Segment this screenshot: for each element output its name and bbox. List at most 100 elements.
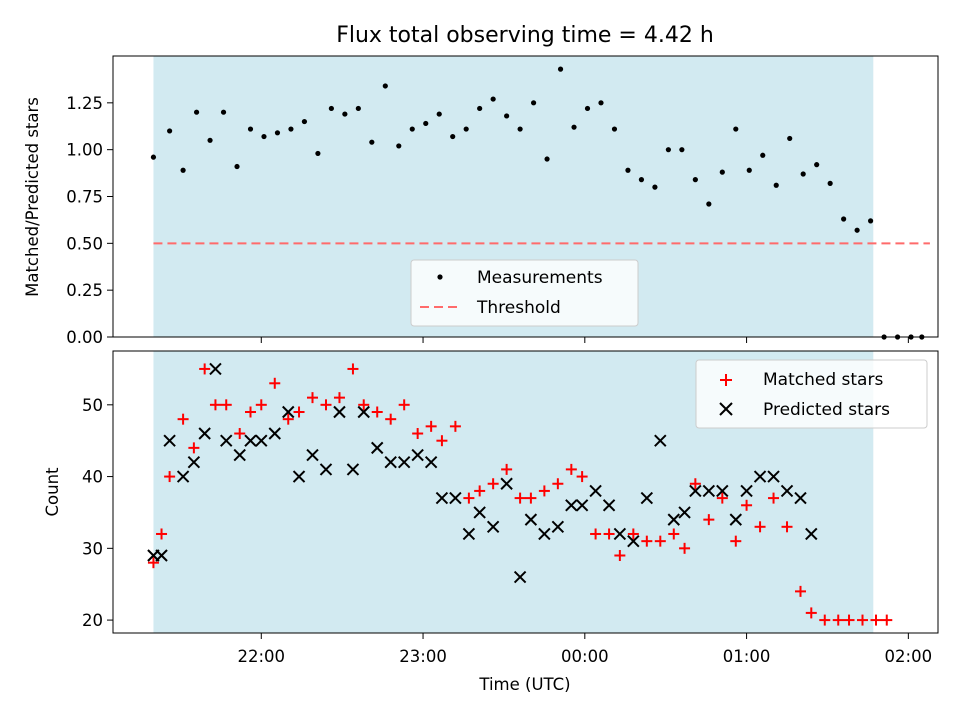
measurement-point: [584, 105, 591, 112]
matched-star-point: [209, 399, 221, 411]
matched-star-point: [857, 614, 869, 626]
measurement-point: [854, 227, 860, 233]
matched-star-point: [730, 535, 742, 547]
measurement-point: [773, 182, 779, 188]
matched-star-point: [795, 585, 806, 597]
predicted-star-point: [678, 506, 691, 519]
matched-star-point: [188, 442, 200, 454]
legend-counts: Matched stars Predicted stars: [695, 359, 928, 429]
predicted-star-point: [357, 405, 370, 419]
measurement-point: [760, 152, 766, 158]
predicted-star-point: [346, 463, 360, 476]
matched-star-point: [832, 614, 844, 626]
matched-star-point: [689, 478, 701, 490]
measurement-point: [625, 167, 631, 173]
measurement-point: [571, 124, 577, 130]
legend-predicted-marker: [719, 402, 733, 416]
matched-star-point: [358, 399, 370, 411]
y-axis-label-ratio: Matched/Predicted stars: [23, 97, 42, 297]
matched-star-point: [371, 406, 383, 418]
matched-star-point: [819, 614, 831, 626]
y-tick-label: 1.25: [66, 94, 103, 113]
matched-star-point: [147, 557, 159, 569]
matched-star-point: [333, 392, 345, 404]
matched-star-point: [768, 492, 780, 504]
y-tick-label: 40: [82, 468, 103, 487]
measurement-point: [490, 96, 496, 102]
legend-ratio: Measurements Threshold: [410, 259, 639, 327]
predicted-star-point: [371, 441, 384, 455]
measurement-point: [841, 216, 847, 222]
predicted-star-point: [589, 484, 602, 498]
panel-counts: 20 30 40 50 22:00 23:00 00:00 01:00 02:00 Time …: [43, 350, 939, 694]
matched-star-point: [293, 406, 305, 418]
matched-star-point: [347, 363, 359, 375]
matched-star-point: [703, 514, 715, 526]
predicted-star-point: [268, 427, 281, 440]
measurement-point: [234, 163, 240, 170]
x-tick-label: 23:00: [399, 647, 447, 666]
measurement-point: [544, 156, 550, 162]
measurement-point: [436, 111, 442, 117]
measurement-point: [369, 139, 375, 145]
matched-star-point: [474, 485, 486, 497]
predicted-star-point: [384, 456, 397, 469]
x-axis-ticks-counts: 22:00 23:00 00:00 01:00 02:00: [238, 633, 933, 666]
matched-stars-points: [147, 363, 893, 626]
legend-threshold-label: Threshold: [476, 298, 561, 318]
matched-star-point: [385, 413, 397, 425]
chart-title: Flux total observing time = 4.42 h: [336, 23, 714, 48]
predicted-stars-points: [147, 362, 818, 584]
matched-star-point: [282, 413, 294, 425]
y-tick-label: 20: [82, 611, 103, 630]
measurement-point: [220, 109, 227, 115]
predicted-star-point: [654, 434, 667, 447]
matched-star-point: [220, 399, 232, 411]
legend-measurements-label: Measurements: [477, 268, 603, 288]
predicted-star-point: [613, 527, 627, 541]
measurement-point: [180, 167, 186, 173]
x-tick-label: 02:00: [885, 647, 933, 666]
matched-star-point: [425, 420, 437, 432]
matched-star-point: [177, 413, 189, 425]
predicted-star-point: [244, 434, 257, 447]
measurement-point: [288, 126, 294, 132]
matched-star-point: [234, 428, 246, 440]
y-tick-label: 1.00: [66, 141, 103, 160]
legend-matched-label: Matched stars: [763, 370, 883, 390]
predicted-star-point: [233, 448, 246, 462]
predicted-star-point: [486, 520, 500, 534]
measurement-point: [328, 105, 334, 112]
predicted-star-point: [176, 470, 190, 483]
predicted-star-point: [462, 527, 476, 541]
measurement-points: [150, 66, 925, 340]
matched-star-point: [641, 535, 653, 547]
measurement-point: [423, 120, 429, 127]
measurement-point: [733, 126, 739, 132]
measurement-point: [706, 201, 712, 207]
predicted-star-point: [667, 513, 680, 526]
predicted-star-point: [411, 448, 424, 462]
measurement-point: [261, 133, 267, 140]
matched-star-point: [398, 399, 410, 411]
predicted-star-point: [319, 463, 333, 476]
matched-star-point: [565, 463, 577, 475]
legend-ratio-box: [410, 259, 639, 327]
measurement-point: [150, 154, 157, 160]
measurement-point: [193, 109, 200, 115]
matched-star-point: [307, 392, 319, 404]
measurement-point: [450, 133, 456, 140]
panel-counts-frame: [112, 350, 939, 634]
y-tick-label: 30: [82, 539, 103, 558]
measurement-point: [665, 147, 671, 153]
measurement-point: [557, 66, 564, 72]
predicted-star-point: [753, 470, 767, 483]
legend-counts-box: [695, 359, 928, 429]
predicted-star-point: [575, 499, 589, 512]
predicted-star-point: [729, 513, 743, 526]
legend-predicted-label: Predicted stars: [763, 400, 890, 420]
measurement-point: [207, 137, 213, 143]
matched-star-point: [590, 528, 602, 540]
legend-measurements-marker: [437, 274, 443, 280]
predicted-star-point: [397, 456, 411, 469]
